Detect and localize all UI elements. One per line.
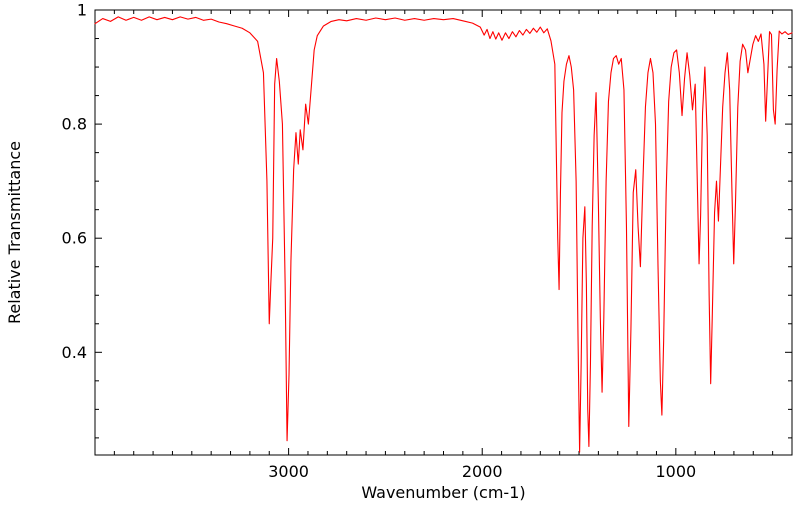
y-tick-label: 0.6 — [62, 229, 87, 248]
x-tick-label: 1000 — [655, 462, 696, 481]
plot-area-border — [94, 9, 793, 456]
axis-tick-labels: 3000 2000 1000 0.4 0.6 0.8 1 — [62, 1, 697, 482]
y-axis-title: Relative Transmittance — [5, 141, 24, 324]
x-tick-label: 3000 — [268, 462, 309, 481]
y-tick-label: 0.8 — [62, 115, 87, 134]
x-tick-label: 2000 — [462, 462, 503, 481]
series-group — [94, 16, 793, 453]
spectrum-line — [94, 16, 793, 453]
y-tick-label: 0.4 — [62, 343, 87, 362]
axis-ticks — [95, 9, 792, 455]
plot-frame — [94, 9, 793, 456]
y-tick-label: 1 — [77, 1, 87, 20]
x-axis-title: Wavenumber (cm-1) — [361, 483, 525, 502]
